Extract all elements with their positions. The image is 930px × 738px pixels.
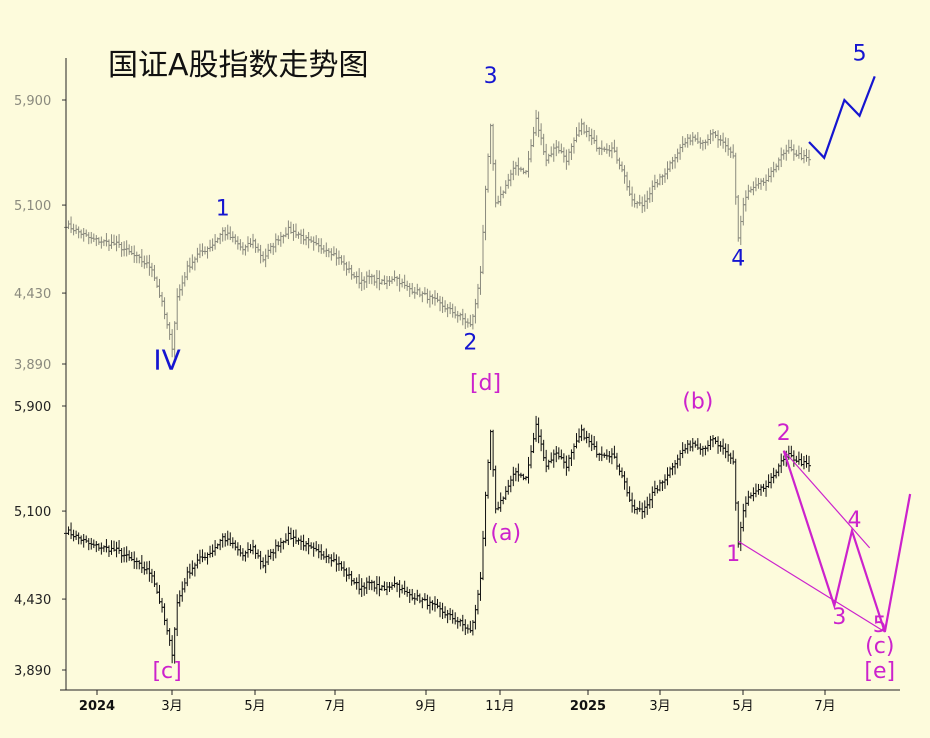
wedge-lower-line [737,540,886,633]
wave-label: (b) [682,390,713,415]
lower-projection-line [782,450,912,633]
upper-projection-line [808,75,876,160]
wave-label: 5 [853,42,867,67]
wave-label: [d] [470,371,501,396]
x-axis: 2024 3月 5月 7月 9月 11月 2025 3月 5月 7月 [60,689,900,714]
x-tick-label: 2025 [570,699,606,714]
lower-y-tick-label: 5,900 [14,400,51,415]
x-tick-label: 2024 [79,699,115,714]
x-tick-label: 9月 [415,699,436,714]
wave-label: IV [153,343,180,376]
upper-y-tick-label: 3,890 [14,358,51,373]
lower-y-tick-label: 4,430 [14,593,51,608]
wave-label: (a) [490,521,521,546]
wedge-upper-line [783,450,871,549]
chart-title: 国证A股指数走势图 [108,48,369,83]
wave-label: 5 [873,613,887,638]
wave-label: 3 [484,64,498,89]
wave-label: 4 [731,246,745,271]
upper-y-tick-label: 5,900 [14,94,51,109]
x-tick-label: 7月 [814,699,835,714]
wave-label: 1 [216,197,230,222]
lower-panel: 3,890 4,430 5,100 5,900 [c] [d] (a) (b) 1 2 3 4 5(c)… [14,371,912,684]
lower-y-tick-label: 3,890 [14,664,51,679]
x-tick-label: 5月 [244,699,265,714]
x-tick-label: 3月 [649,699,670,714]
wave-label: [e] [864,659,895,684]
wave-label: 2 [463,331,477,356]
x-tick-label: 3月 [161,699,182,714]
wave-label: 2 [777,421,791,446]
wave-label: 1 [726,542,740,567]
lower-y-tick-label: 5,100 [14,505,51,520]
x-tick-label: 5月 [732,699,753,714]
upper-y-tick-label: 4,430 [14,287,51,302]
x-tick-label: 7月 [324,699,345,714]
wave-label: 4 [848,508,862,533]
upper-panel: 3,890 4,430 5,100 5,900 IV 1 2 3 4 5 [14,42,876,376]
wave-label: [c] [152,659,181,684]
wave-label: 3 [832,605,846,630]
x-tick-label: 11月 [485,699,515,714]
wave-label: (c) [865,634,894,659]
upper-y-tick-label: 5,100 [14,199,51,214]
